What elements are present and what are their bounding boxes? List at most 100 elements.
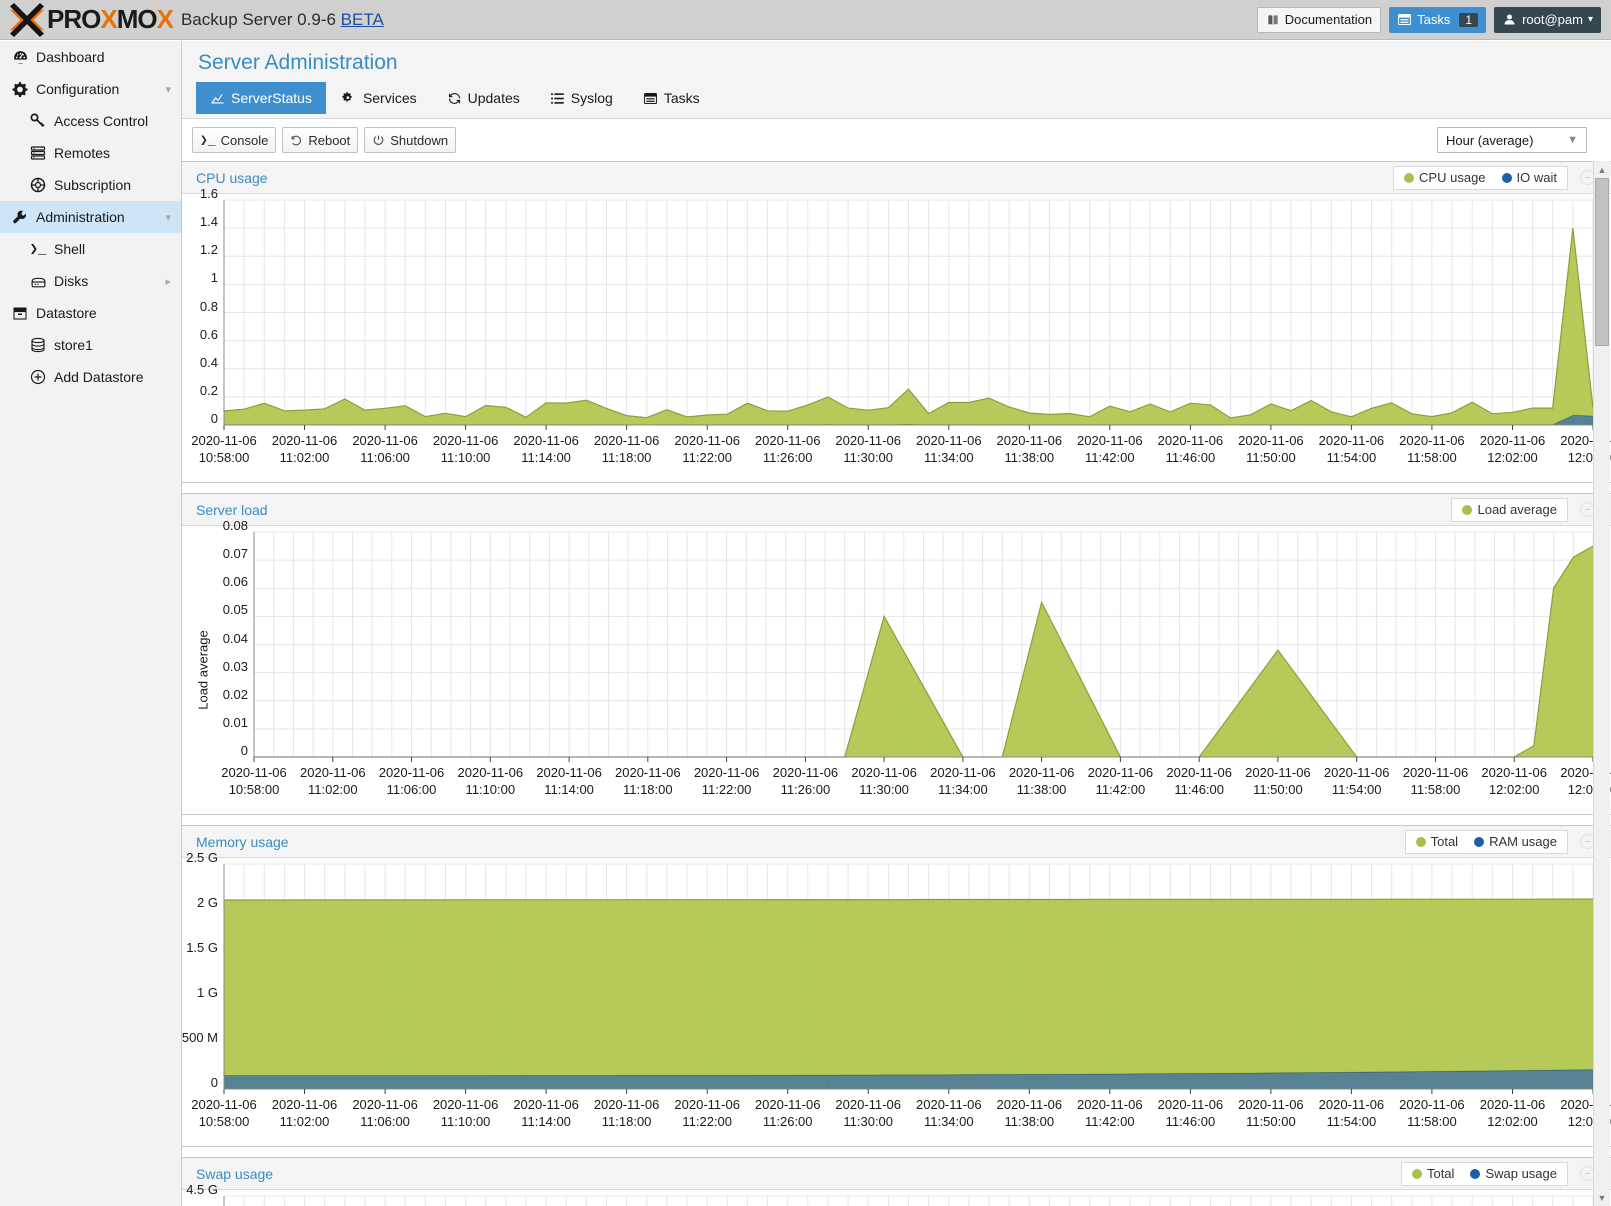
svg-text:11:42:00: 11:42:00 [1096,782,1146,797]
svg-text:11:42:00: 11:42:00 [1085,1114,1135,1129]
svg-text:11:54:00: 11:54:00 [1332,782,1382,797]
svg-text:2020-11-06: 2020-11-06 [513,433,579,448]
svg-text:11:26:00: 11:26:00 [763,1114,813,1129]
svg-text:2020-11-06: 2020-11-06 [191,433,257,448]
svg-text:11:18:00: 11:18:00 [623,782,673,797]
svg-text:11:06:00: 11:06:00 [360,1114,410,1129]
svg-text:11:02:00: 11:02:00 [280,450,330,465]
svg-text:12:02:00: 12:02:00 [1489,782,1540,797]
svg-text:10:58:00: 10:58:00 [199,1114,250,1129]
svg-text:10:58:00: 10:58:00 [199,450,250,465]
svg-text:2020-11-06: 2020-11-06 [835,1097,901,1112]
svg-text:2020-11-06: 2020-11-06 [615,765,681,780]
svg-text:2020-11-06: 2020-11-06 [930,765,996,780]
svg-text:11:38:00: 11:38:00 [1004,1114,1054,1129]
svg-text:11:34:00: 11:34:00 [938,782,988,797]
svg-text:11:02:00: 11:02:00 [280,1114,330,1129]
svg-text:2020-11-06: 2020-11-06 [674,1097,740,1112]
svg-text:2020-11-06: 2020-11-06 [1088,765,1154,780]
svg-text:2020-11-06: 2020-11-06 [916,433,982,448]
svg-text:11:58:00: 11:58:00 [1407,1114,1457,1129]
svg-text:2020-11-06: 2020-11-06 [352,433,418,448]
svg-text:2020-11-06: 2020-11-06 [851,765,917,780]
svg-text:2020-11-06: 2020-11-06 [997,1097,1063,1112]
svg-text:2020-11-06: 2020-11-06 [1319,433,1385,448]
svg-text:2020-11-06: 2020-11-06 [352,1097,418,1112]
svg-text:10:58:00: 10:58:00 [229,782,280,797]
svg-text:11:42:00: 11:42:00 [1085,450,1135,465]
svg-text:2020-11-06: 2020-11-06 [536,765,602,780]
svg-text:2020-11-06: 2020-11-06 [1158,433,1224,448]
svg-text:2020-11-06: 2020-11-06 [433,433,499,448]
svg-text:2020-11-06: 2020-11-06 [1480,433,1546,448]
svg-text:11:22:00: 11:22:00 [702,782,752,797]
svg-text:2020-11-06: 2020-11-06 [191,1097,257,1112]
svg-text:2020-11-06: 2020-11-06 [379,765,445,780]
svg-text:12:02:00: 12:02:00 [1487,1114,1538,1129]
svg-text:11:06:00: 11:06:00 [387,782,437,797]
svg-text:11:34:00: 11:34:00 [924,1114,974,1129]
svg-text:11:46:00: 11:46:00 [1174,782,1224,797]
svg-text:11:26:00: 11:26:00 [781,782,831,797]
svg-text:11:38:00: 11:38:00 [1017,782,1067,797]
svg-text:2020-11-06: 2020-11-06 [1009,765,1075,780]
svg-text:2020-11-06: 2020-11-06 [458,765,524,780]
svg-text:2020-11-06: 2020-11-06 [1238,1097,1304,1112]
svg-text:11:54:00: 11:54:00 [1327,450,1377,465]
svg-text:2020-11-06: 2020-11-06 [1077,1097,1143,1112]
svg-text:11:58:00: 11:58:00 [1407,450,1457,465]
svg-text:12:02:00: 12:02:00 [1487,450,1538,465]
svg-text:2020-11-06: 2020-11-06 [1158,1097,1224,1112]
svg-text:11:46:00: 11:46:00 [1166,450,1216,465]
svg-text:2020-11-06: 2020-11-06 [433,1097,499,1112]
svg-text:2020-11-06: 2020-11-06 [272,1097,338,1112]
svg-text:2020-11-06: 2020-11-06 [1245,765,1311,780]
svg-text:2020-11-06: 2020-11-06 [1399,1097,1465,1112]
svg-text:2020-11-06: 2020-11-06 [221,765,287,780]
svg-text:2020-11-06: 2020-11-06 [594,433,660,448]
svg-text:11:10:00: 11:10:00 [441,1114,491,1129]
svg-text:11:26:00: 11:26:00 [763,450,813,465]
svg-text:2020-11-06: 2020-11-06 [1324,765,1390,780]
svg-text:11:50:00: 11:50:00 [1253,782,1303,797]
svg-text:11:18:00: 11:18:00 [602,1114,652,1129]
svg-text:11:22:00: 11:22:00 [682,450,732,465]
svg-text:2020-11-06: 2020-11-06 [1319,1097,1385,1112]
svg-text:2020-11-06: 2020-11-06 [916,1097,982,1112]
svg-text:2020-11-06: 2020-11-06 [300,765,366,780]
svg-text:11:10:00: 11:10:00 [465,782,515,797]
svg-text:11:02:00: 11:02:00 [308,782,358,797]
svg-text:2020-11-06: 2020-11-06 [997,433,1063,448]
svg-text:2020-11-06: 2020-11-06 [1077,433,1143,448]
svg-text:2020-11-06: 2020-11-06 [1166,765,1232,780]
svg-text:11:14:00: 11:14:00 [521,1114,571,1129]
svg-text:11:06:00: 11:06:00 [360,450,410,465]
svg-text:11:54:00: 11:54:00 [1327,1114,1377,1129]
svg-text:2020-11-06: 2020-11-06 [694,765,760,780]
svg-text:11:34:00: 11:34:00 [924,450,974,465]
svg-text:2020-11-06: 2020-11-06 [1403,765,1469,780]
svg-text:2020-11-06: 2020-11-06 [755,433,821,448]
svg-text:11:22:00: 11:22:00 [682,1114,732,1129]
svg-text:11:46:00: 11:46:00 [1166,1114,1216,1129]
svg-text:2020-11-06: 2020-11-06 [594,1097,660,1112]
svg-text:11:14:00: 11:14:00 [544,782,594,797]
svg-text:2020-11-06: 2020-11-06 [835,433,901,448]
svg-text:11:58:00: 11:58:00 [1411,782,1461,797]
svg-text:11:10:00: 11:10:00 [441,450,491,465]
svg-text:11:30:00: 11:30:00 [843,450,893,465]
svg-text:2020-11-06: 2020-11-06 [272,433,338,448]
svg-text:2020-11-06: 2020-11-06 [1399,433,1465,448]
svg-text:11:50:00: 11:50:00 [1246,1114,1296,1129]
svg-text:2020-11-06: 2020-11-06 [1480,1097,1546,1112]
svg-text:11:38:00: 11:38:00 [1004,450,1054,465]
svg-text:2020-11-06: 2020-11-06 [1481,765,1547,780]
svg-text:11:50:00: 11:50:00 [1246,450,1296,465]
svg-text:11:14:00: 11:14:00 [521,450,571,465]
svg-text:11:30:00: 11:30:00 [843,1114,893,1129]
svg-text:2020-11-06: 2020-11-06 [1238,433,1304,448]
svg-text:2020-11-06: 2020-11-06 [755,1097,821,1112]
svg-text:11:18:00: 11:18:00 [602,450,652,465]
svg-text:2020-11-06: 2020-11-06 [773,765,839,780]
svg-text:2020-11-06: 2020-11-06 [674,433,740,448]
